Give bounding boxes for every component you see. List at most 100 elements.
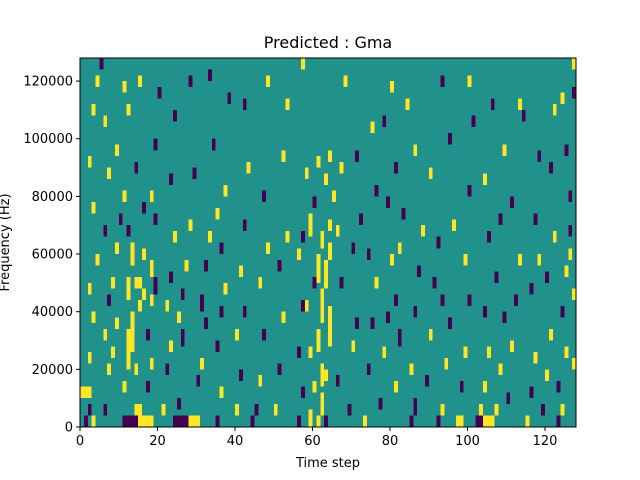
x-tick-label: 20 [149, 434, 166, 449]
heatmap-cell [300, 300, 305, 312]
heatmap-cell [219, 386, 224, 399]
heatmap-cell [483, 380, 487, 393]
heatmap-cell [281, 150, 286, 162]
heatmap-cell [207, 230, 212, 243]
heatmap-cell [126, 328, 131, 370]
heatmap-cell [134, 161, 139, 174]
x-tick-label: 120 [533, 434, 558, 449]
heatmap-cell [467, 184, 472, 197]
heatmap-cell [428, 328, 433, 341]
heatmap-cell [122, 380, 127, 393]
heatmap-cell [107, 167, 111, 180]
heatmap-cell [297, 248, 301, 260]
heatmap-cell [153, 277, 158, 295]
heatmap-cell [103, 115, 108, 128]
heatmap-cell [467, 294, 472, 306]
heatmap-cell [572, 357, 576, 370]
heatmap-cell [87, 352, 92, 364]
heatmap-cell [169, 340, 173, 353]
heatmap-cell [386, 196, 390, 208]
heatmap-cell [134, 277, 142, 289]
heatmap-cell [142, 202, 146, 214]
heatmap-cell [103, 225, 108, 237]
heatmap-cell [560, 305, 565, 318]
heatmap-cell [390, 254, 394, 266]
heatmap-cell [262, 328, 266, 341]
heatmap-cell [324, 415, 328, 427]
heatmap-cell [300, 58, 305, 70]
heatmap-cell [238, 265, 243, 278]
heatmap-cell [339, 277, 344, 289]
heatmap-cell [556, 415, 561, 427]
heatmap-cell [114, 242, 119, 255]
heatmap-cell [95, 75, 100, 87]
heatmap-cell [572, 86, 576, 99]
plot-area [80, 58, 576, 427]
heatmap-cell [83, 415, 88, 427]
heatmap-cell [320, 392, 325, 416]
heatmap-cell [285, 230, 290, 243]
heatmap-cell [312, 380, 317, 393]
heatmap-cell [455, 415, 464, 427]
heatmap-cell [463, 254, 468, 266]
heatmap-cell [572, 288, 576, 301]
heatmap-cell [324, 173, 328, 185]
heatmap-cell [134, 363, 139, 376]
x-tick-label: 0 [76, 434, 84, 449]
heatmap-cell [483, 173, 487, 185]
heatmap-cell [157, 86, 162, 99]
x-tick-label: 80 [382, 434, 399, 449]
heatmap-cell [355, 150, 359, 162]
y-tick-label: 100000 [23, 132, 73, 147]
heatmap-cell [285, 98, 290, 110]
heatmap-cell [335, 375, 340, 387]
y-axis: 0 20000 40000 60000 80000 100000 120000 [23, 75, 80, 436]
heatmap-cell [207, 69, 212, 82]
heatmap-cell [223, 282, 228, 295]
heatmap-cell [266, 75, 270, 87]
heatmap-cell [370, 121, 375, 133]
heatmap-cell [126, 277, 131, 301]
heatmap-cell [517, 98, 522, 110]
heatmap-cell [122, 190, 127, 203]
heatmap-cell [188, 415, 201, 427]
heatmap-cell [436, 415, 441, 427]
heatmap-cell [533, 213, 538, 226]
heatmap-cell [273, 403, 278, 416]
heatmap-cell [192, 167, 197, 180]
heatmap-cell [304, 300, 309, 312]
x-axis: 0 20 40 60 80 100 120 [76, 427, 558, 449]
heatmap-cell [328, 219, 332, 231]
heatmap-cell [91, 104, 96, 116]
heatmap-cell [347, 403, 352, 416]
heatmap-cell [537, 254, 542, 266]
x-axis-label: Time step [295, 456, 360, 471]
heatmap-cell [397, 242, 402, 255]
heatmap-cell [308, 213, 313, 237]
heatmap-cell [378, 398, 383, 410]
heatmap-cell [223, 184, 228, 197]
heatmap-cell [118, 213, 123, 226]
heatmap-cell [91, 415, 96, 427]
heatmap-cell [428, 167, 433, 180]
heatmap-cell [413, 144, 418, 157]
heatmap-cell [502, 144, 507, 157]
heatmap-cell [277, 363, 282, 376]
heatmap-cell [242, 219, 247, 231]
heatmap-cell [328, 242, 332, 260]
heatmap-cell [382, 115, 387, 128]
heatmap-cell [490, 98, 495, 110]
heatmap-cell [494, 271, 499, 283]
heatmap-cell [103, 328, 108, 341]
heatmap-cell [413, 305, 418, 318]
heatmap-cell [114, 144, 119, 157]
heatmap-cell [173, 109, 177, 122]
heatmap-cell [548, 328, 553, 341]
heatmap-cell [568, 225, 573, 237]
heatmap-cell [324, 259, 328, 289]
heatmap-cell [452, 219, 456, 231]
heatmap-cell [560, 92, 565, 105]
heatmap-cell [149, 259, 154, 278]
heatmap-cell [374, 277, 379, 289]
